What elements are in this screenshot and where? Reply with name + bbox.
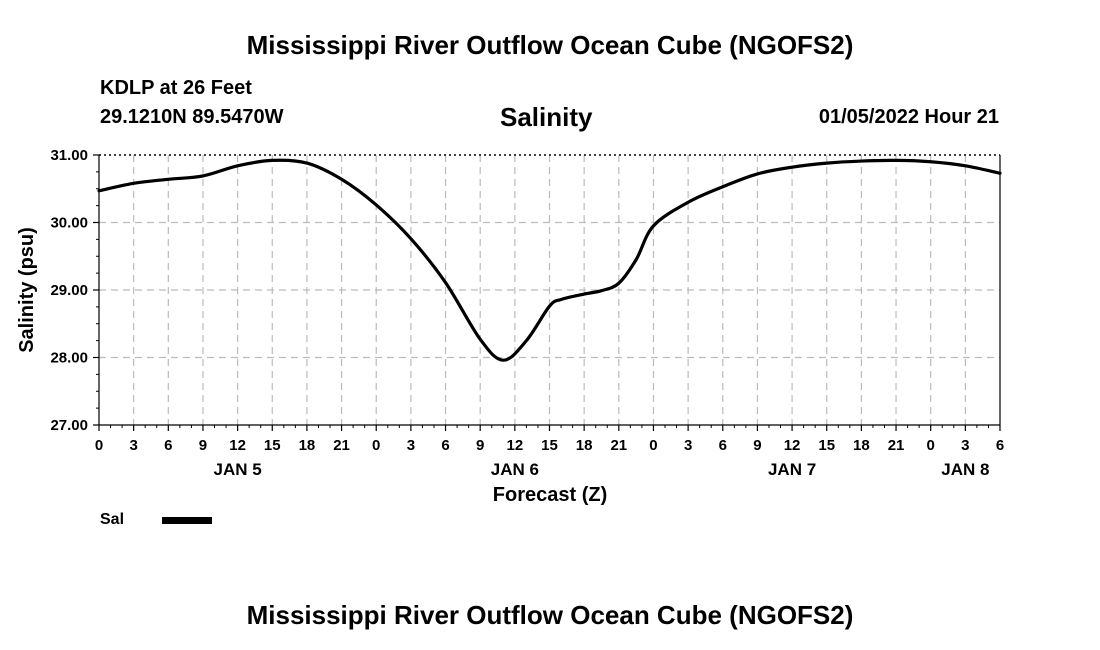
- x-tick-label: 6: [719, 437, 727, 454]
- x-tick-label: 9: [753, 437, 761, 454]
- x-tick-label: 0: [95, 437, 103, 454]
- x-tick-label: 3: [684, 437, 692, 454]
- x-tick-label: 12: [784, 437, 801, 454]
- data-point: [964, 165, 966, 167]
- x-tick-label: 6: [996, 437, 1004, 454]
- data-point: [306, 162, 308, 164]
- x-tick-label: 9: [199, 437, 207, 454]
- day-label: JAN 8: [941, 460, 989, 479]
- y-tick-label: 31.00: [50, 147, 88, 164]
- x-tick-label: 6: [441, 437, 449, 454]
- data-point: [930, 161, 932, 163]
- data-point: [167, 178, 169, 180]
- chart-title: Salinity: [500, 102, 593, 132]
- data-point: [502, 359, 504, 361]
- x-tick-label: 12: [229, 437, 246, 454]
- forecast-datetime: 01/05/2022 Hour 21: [818, 106, 999, 128]
- data-point: [479, 338, 481, 340]
- x-tick-label: 15: [541, 437, 558, 454]
- data-point: [340, 178, 343, 180]
- data-point: [756, 173, 759, 175]
- data-point: [722, 186, 724, 188]
- bottom-title: Mississippi River Outflow Ocean Cube (NG…: [246, 600, 854, 630]
- data-point: [525, 340, 528, 342]
- data-point: [999, 172, 1001, 174]
- data-point: [791, 166, 793, 168]
- data-point: [583, 293, 585, 295]
- x-tick-label: 9: [476, 437, 484, 454]
- x-tick-label: 15: [818, 437, 835, 454]
- x-tick-label: 18: [853, 437, 870, 454]
- main-title: Mississippi River Outflow Ocean Cube (NG…: [246, 30, 854, 60]
- data-point: [98, 190, 100, 192]
- legend-line-swatch: [162, 517, 212, 524]
- x-tick-label: 21: [888, 437, 905, 454]
- data-point: [600, 290, 603, 292]
- day-label: JAN 6: [491, 460, 539, 479]
- data-point: [895, 159, 897, 161]
- station-label: KDLP at 26 Feet: [100, 77, 252, 99]
- x-tick-label: 18: [299, 437, 316, 454]
- data-point: [444, 281, 447, 284]
- grid: [99, 155, 1000, 425]
- x-tick-label: 0: [927, 437, 935, 454]
- x-tick-label: 0: [372, 437, 380, 454]
- day-label: JAN 5: [214, 460, 262, 479]
- data-point: [618, 282, 620, 284]
- x-tick-label: 12: [507, 437, 524, 454]
- data-point: [548, 305, 551, 307]
- legend-label: Sal: [100, 511, 125, 528]
- data-point: [237, 165, 239, 167]
- data-point: [202, 175, 204, 177]
- x-tick-label: 6: [164, 437, 172, 454]
- y-tick-label: 27.00: [50, 417, 88, 434]
- x-tick-label: 3: [407, 437, 415, 454]
- x-tick-label: 21: [610, 437, 627, 454]
- x-tick-label: 18: [576, 437, 593, 454]
- axes: [93, 154, 1001, 431]
- data-point: [133, 182, 135, 184]
- x-tick-label: 21: [333, 437, 350, 454]
- tick-labels: 0 3 6 9 12 15 18 21 0 3 6 9 12 15 18 21 0 3 6 9 12 15 18 21 0 3 6 2…: [50, 147, 1004, 479]
- data-point: [560, 298, 562, 301]
- data-point: [410, 238, 412, 240]
- x-tick-label: 3: [129, 437, 137, 454]
- y-tick-label: 28.00: [50, 350, 88, 367]
- data-point: [687, 201, 689, 203]
- data-point: [271, 159, 273, 161]
- series-line-sal: [97, 158, 1002, 362]
- y-tick-label: 30.00: [50, 215, 88, 232]
- series: [97, 158, 1002, 362]
- day-label: JAN 7: [768, 460, 816, 479]
- data-point: [635, 259, 637, 261]
- x-axis-label: Forecast (Z): [493, 484, 607, 506]
- station-coordinates: 29.1210N 89.5470W: [100, 106, 284, 128]
- y-tick-label: 29.00: [50, 282, 88, 299]
- data-point: [375, 204, 377, 206]
- x-tick-label: 15: [264, 437, 281, 454]
- data-point: [826, 162, 828, 164]
- data-point: [860, 160, 862, 162]
- x-tick-label: 0: [649, 437, 657, 454]
- data-point: [652, 225, 655, 227]
- x-tick-label: 3: [961, 437, 969, 454]
- y-axis-label: Salinity (psu): [16, 227, 38, 353]
